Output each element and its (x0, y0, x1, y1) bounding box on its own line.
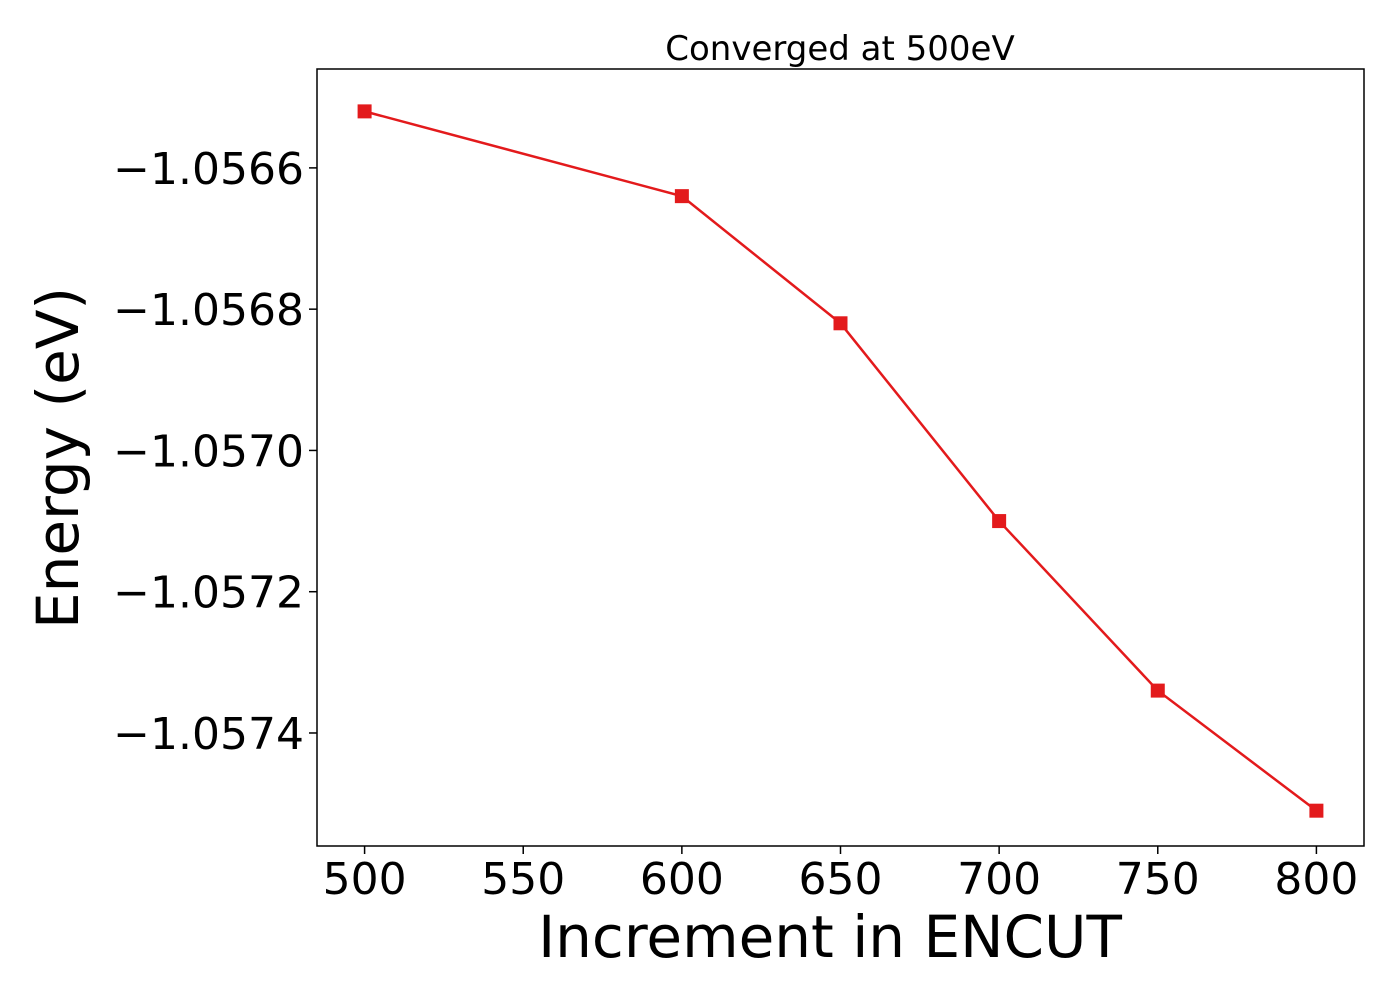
data-point-marker (833, 316, 848, 331)
y-tick-label: −1.0572 (113, 568, 304, 619)
y-axis-label: Energy (eV) (24, 287, 92, 629)
x-axis-label: Increment in ENCUT (538, 903, 1122, 971)
series-energy (357, 104, 1324, 818)
y-tick-label: −1.0566 (113, 144, 304, 195)
y-axis: −1.0566 −1.0568 −1.0570 −1.0572 −1.0574 (113, 144, 317, 760)
y-tick-label: −1.0574 (113, 709, 304, 760)
chart-title: Converged at 500eV (665, 29, 1014, 69)
x-tick-label: 650 (799, 854, 883, 905)
data-point-marker (357, 104, 372, 119)
data-point-marker (992, 514, 1007, 529)
data-point-marker (1309, 803, 1324, 818)
plot-area-frame (316, 68, 1365, 847)
x-tick-label: 550 (481, 854, 565, 905)
x-tick-label: 750 (1116, 854, 1200, 905)
x-tick-label: 800 (1274, 854, 1358, 905)
y-tick-label: −1.0568 (113, 285, 304, 336)
series-line (364, 110, 1318, 812)
data-point-marker (1150, 683, 1165, 698)
x-tick-label: 600 (640, 854, 724, 905)
data-point-marker (674, 189, 689, 204)
y-tick-label: −1.0570 (113, 426, 304, 477)
x-tick-label: 500 (323, 854, 407, 905)
x-axis: 500 550 600 650 700 750 800 (323, 846, 1358, 905)
x-tick-label: 700 (957, 854, 1041, 905)
